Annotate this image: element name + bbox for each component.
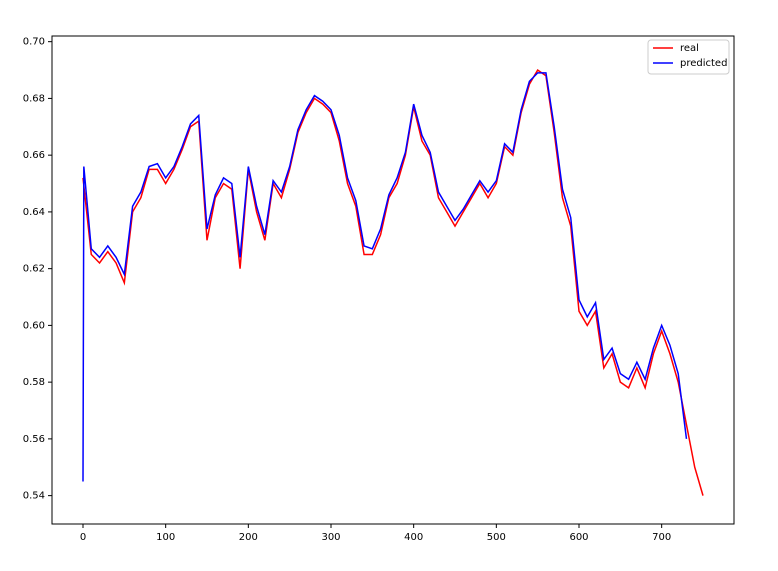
x-tick-label: 0 — [80, 532, 86, 543]
y-tick-label: 0.60 — [23, 320, 45, 331]
x-tick-label: 600 — [569, 532, 588, 543]
legend-label: real — [680, 43, 699, 54]
y-tick-label: 0.64 — [23, 207, 45, 218]
x-tick-label: 300 — [321, 532, 340, 543]
line-series — [82, 68, 704, 496]
y-tick-label: 0.70 — [23, 37, 45, 48]
line-series — [82, 72, 688, 482]
y-tick-label: 0.68 — [23, 93, 45, 104]
x-tick-label: 700 — [652, 532, 671, 543]
y-tick-label: 0.62 — [23, 264, 45, 275]
legend-label: predicted — [680, 58, 727, 69]
y-tick-label: 0.58 — [23, 377, 45, 388]
x-tick-label: 500 — [487, 532, 506, 543]
x-tick-label: 200 — [239, 532, 258, 543]
y-tick-label: 0.56 — [23, 434, 45, 445]
y-tick-label: 0.66 — [23, 150, 45, 161]
plot-area — [51, 35, 735, 525]
x-tick-label: 100 — [156, 532, 175, 543]
y-tick-label: 0.54 — [23, 491, 45, 502]
x-tick-label: 400 — [404, 532, 423, 543]
